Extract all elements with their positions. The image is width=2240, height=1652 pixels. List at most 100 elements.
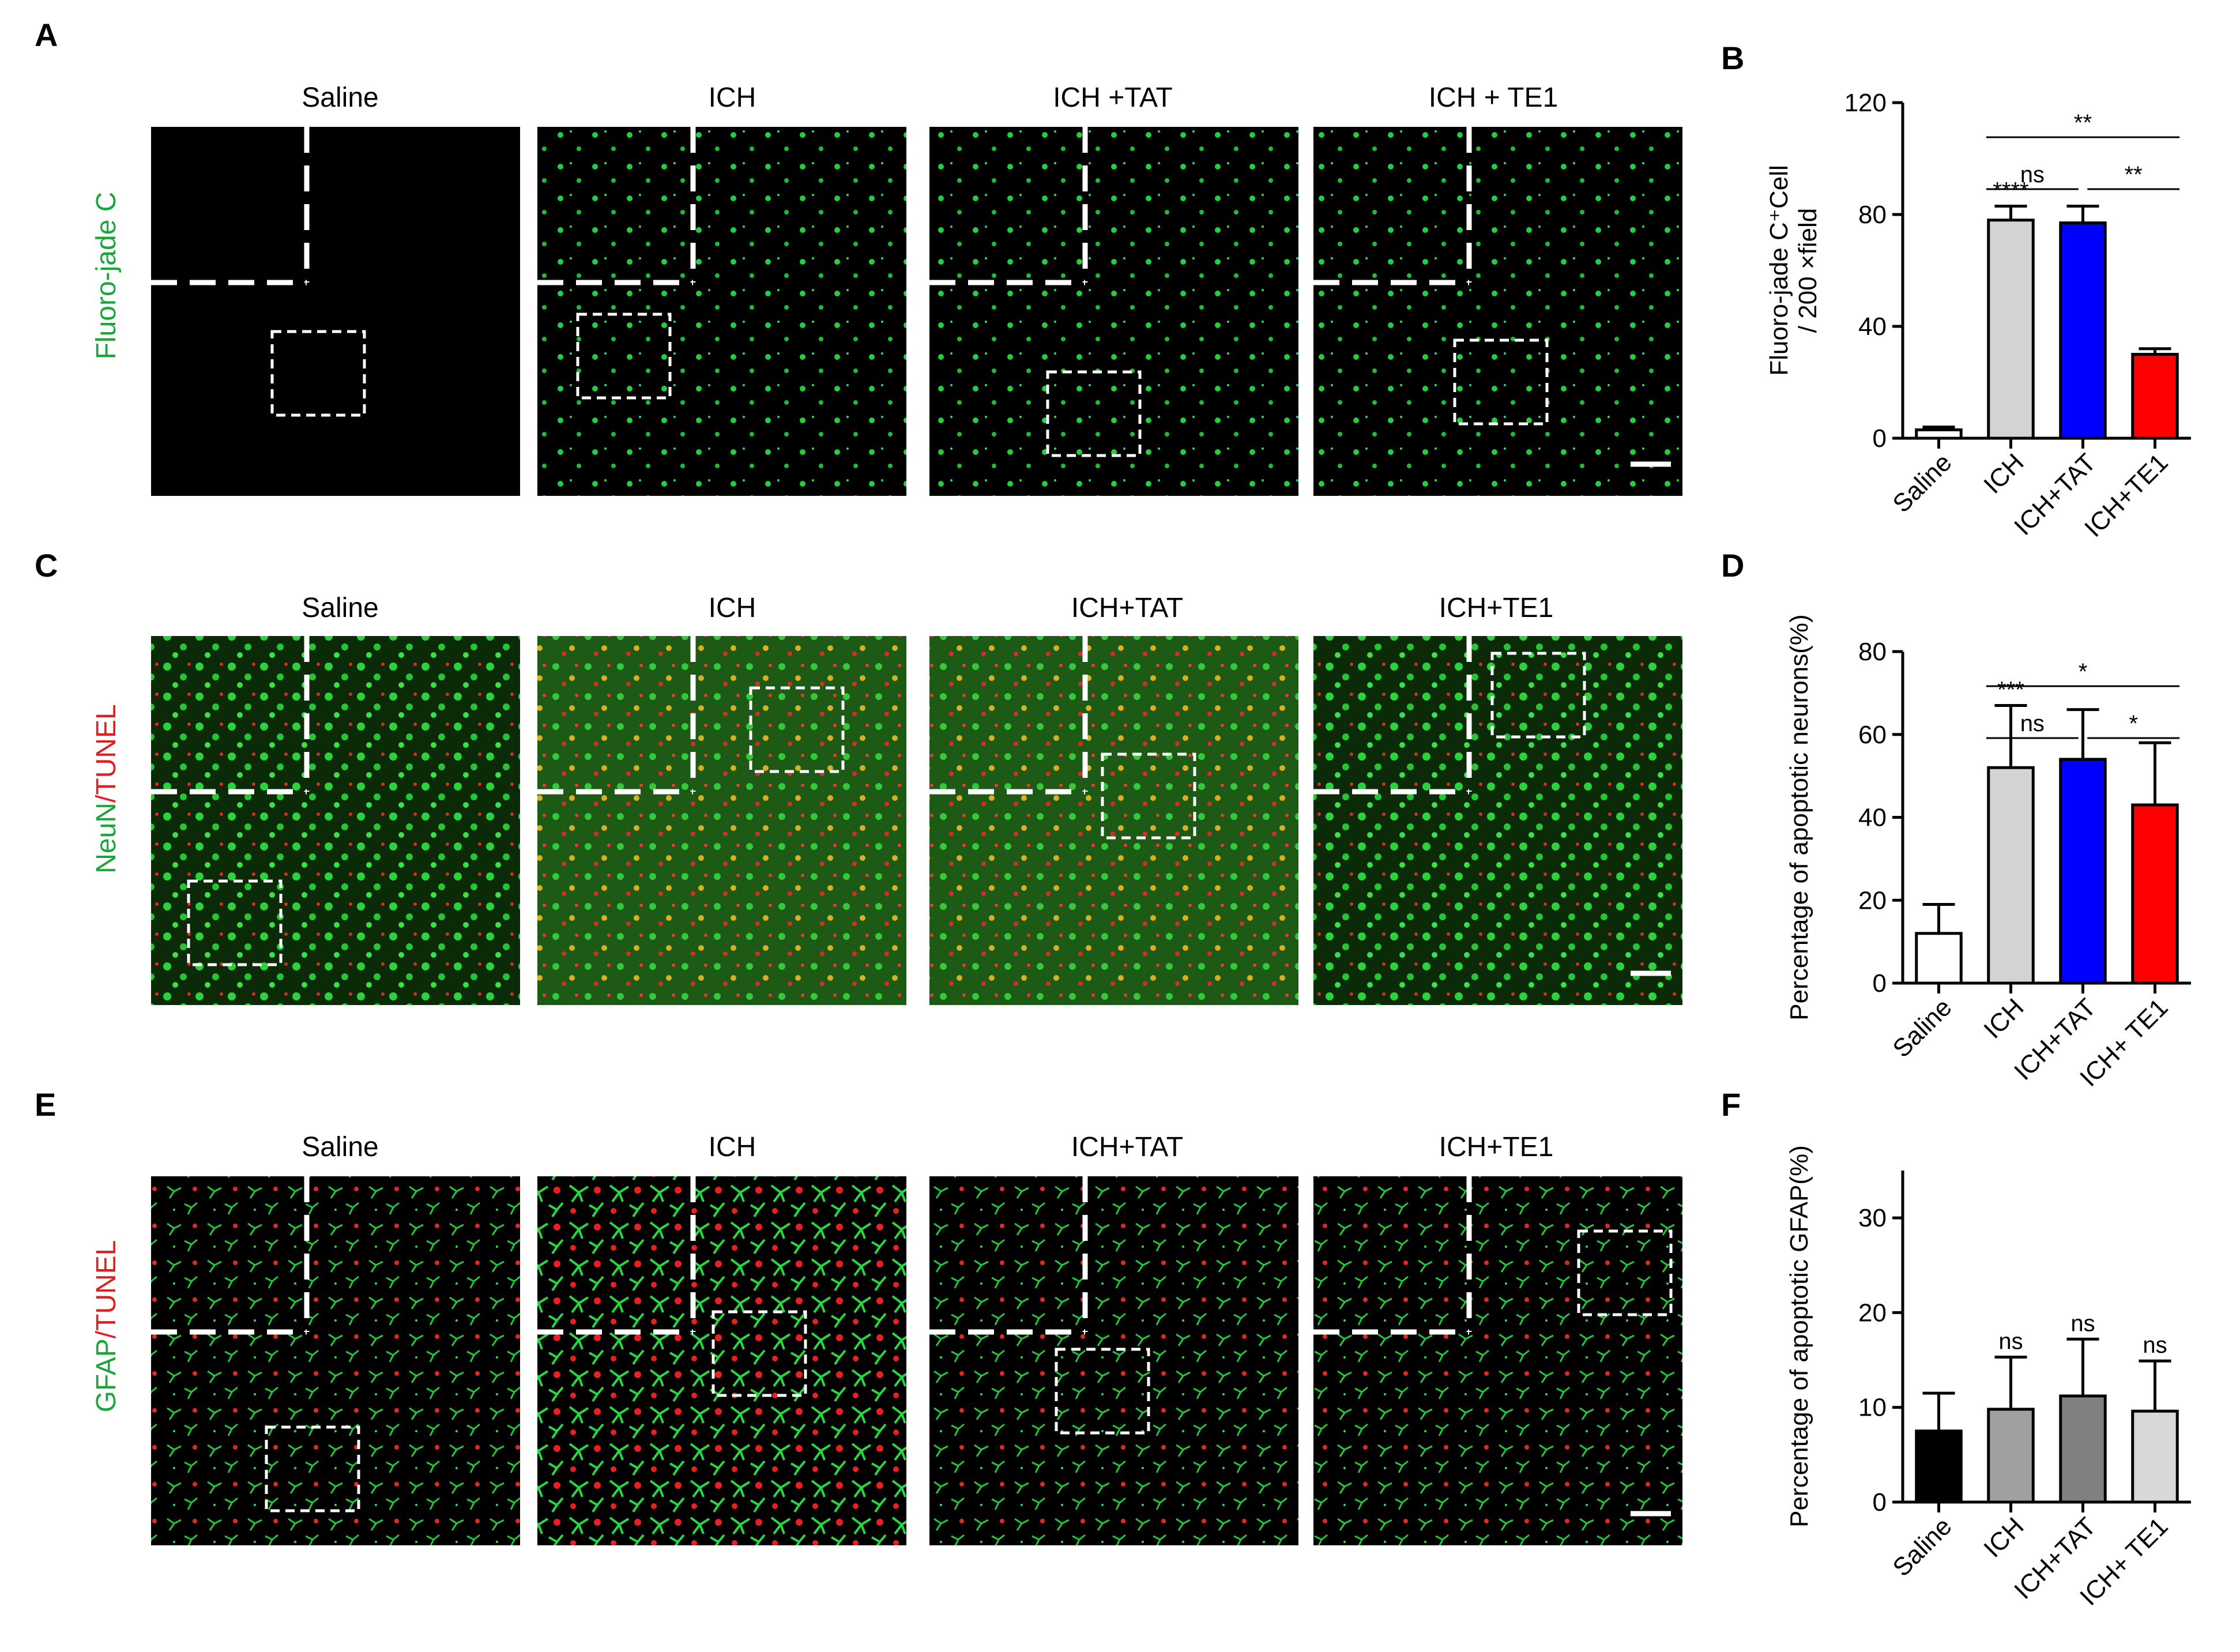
col-title: ICH +TAT [1053, 82, 1173, 113]
roi-box [1453, 338, 1549, 426]
bar [2131, 353, 2179, 440]
y-tick-label: 30 [1858, 1204, 1887, 1232]
panel-letter-c: C [35, 547, 58, 584]
roi-box [576, 313, 672, 400]
col-title: ICH+TAT [1071, 593, 1183, 623]
micrograph-image [151, 1176, 520, 1545]
comparison-label: ns [2020, 711, 2045, 736]
comparison-label: ** [2074, 110, 2092, 136]
col-title: ICH+TAT [1071, 1132, 1183, 1162]
column-titles-row-a: Saline ICH ICH +TAT ICH + TE1 [302, 82, 1558, 113]
bar [1987, 219, 2035, 440]
bar [1915, 1429, 1963, 1504]
bar [2059, 758, 2107, 985]
comparison-label: ** [2125, 162, 2143, 187]
x-tick-label: Saline [1887, 448, 1957, 518]
x-tick-label: ICH [1978, 993, 2029, 1044]
significance-label: ns [2070, 1311, 2095, 1336]
comparison-label: * [2129, 711, 2138, 736]
micrograph-image [929, 127, 1298, 496]
y-tick-label: 40 [1858, 804, 1887, 832]
significance-label: ns [1998, 1329, 2023, 1354]
roi-box [1055, 1348, 1150, 1435]
micrograph-cell [151, 127, 520, 496]
micrograph-image [151, 127, 520, 496]
roi-box [1490, 652, 1586, 739]
panel-letter-d: D [1721, 547, 1744, 584]
panel-letter-a: A [35, 17, 58, 53]
row-label-neun-tunel: NeuN/TUNEL [91, 704, 122, 873]
y-tick-label: 0 [1873, 1488, 1887, 1516]
y-tick-label: 0 [1873, 969, 1887, 998]
col-title: ICH [709, 1132, 756, 1162]
micrograph-image [537, 636, 906, 1005]
micrograph-cell [929, 127, 1298, 496]
tunel-label: /TUNEL [91, 1240, 122, 1339]
chart-d: 0 20 40 60 80 Percentage of apoptotic neurons… [1785, 614, 2191, 1092]
col-title: Saline [302, 82, 378, 113]
micrograph-image [537, 1176, 906, 1545]
col-title: ICH [709, 82, 756, 113]
tunel-label: /TUNEL [91, 704, 122, 803]
y-tick-label: 20 [1858, 1299, 1887, 1327]
roi-box [187, 879, 283, 966]
bar [1915, 428, 1963, 440]
micrograph-image [929, 636, 1298, 1005]
bar [2131, 803, 2179, 985]
row-label-gfap-tunel: GFAP/TUNEL [91, 1240, 122, 1413]
roi-box [711, 1310, 807, 1397]
y-axis-label: Percentage of apoptotic neurons(%) [1785, 614, 1813, 1020]
significance-label: *** [1997, 677, 2024, 702]
micrograph-cell [537, 127, 906, 496]
panel-letter-e: E [35, 1086, 56, 1123]
micrograph-image [929, 1176, 1298, 1545]
panel-letter-b: B [1721, 40, 1744, 76]
micrograph-image [1313, 1176, 1682, 1545]
micrograph-cell [537, 636, 906, 1005]
row-label-fluoro-jade: Fluoro-jade C [91, 192, 122, 360]
roi-box [1577, 1229, 1673, 1316]
gfap-label: GFAP [91, 1338, 122, 1412]
y-tick-label: 20 [1858, 886, 1887, 915]
micrograph-cell [1313, 1176, 1682, 1545]
y-axis-label: Fluoro-jade C⁺Cell [1765, 165, 1793, 376]
y-tick-label: 60 [1858, 721, 1887, 749]
bar [1987, 766, 2035, 985]
micrograph-image [537, 127, 906, 496]
col-title: ICH+TE1 [1439, 1132, 1554, 1162]
bar [2059, 1394, 2107, 1504]
col-title: ICH+TE1 [1439, 593, 1554, 623]
micrograph-cell [151, 636, 520, 1005]
micrograph-image [1313, 636, 1682, 1005]
col-title: ICH + TE1 [1429, 82, 1558, 113]
col-title: Saline [302, 1132, 378, 1162]
roi-box [1101, 752, 1196, 840]
roi-box [265, 1425, 360, 1512]
x-tick-label: ICH [1978, 1512, 2029, 1563]
column-titles-row-e: Saline ICH ICH+TAT ICH+TE1 [302, 1132, 1553, 1162]
bar [1987, 1408, 2035, 1504]
micrograph-cell [929, 1176, 1298, 1545]
bar [2059, 221, 2107, 440]
col-title: ICH [709, 593, 756, 623]
x-tick-label: ICH [1978, 448, 2029, 499]
y-axis-label: / 200 ×field [1794, 208, 1822, 333]
micrograph-image [151, 636, 520, 1005]
chart-b: 0 40 80 120 Fluoro-jade C⁺Cell/ 200 ×field Sa… [1765, 89, 2191, 543]
roi-box [749, 686, 845, 773]
micrograph-cell [1313, 636, 1682, 1005]
comparison-label: ns [2020, 162, 2045, 187]
panel-letter-f: F [1721, 1086, 1741, 1123]
bar [2131, 1409, 2179, 1504]
x-tick-label: Saline [1887, 1512, 1957, 1582]
y-tick-label: 80 [1858, 638, 1887, 666]
y-tick-label: 80 [1858, 201, 1887, 229]
y-tick-label: 0 [1873, 424, 1887, 453]
micrograph-cell [151, 1176, 520, 1545]
micrograph-cell [929, 636, 1298, 1005]
column-titles-row-c: Saline ICH ICH+TAT ICH+TE1 [302, 593, 1553, 623]
micrograph-cell [537, 1176, 906, 1545]
chart-f: 0 10 20 30 Percentage of apoptotic GFAP(%) Sa… [1785, 1145, 2191, 1611]
micrograph-grid [151, 127, 1682, 1545]
